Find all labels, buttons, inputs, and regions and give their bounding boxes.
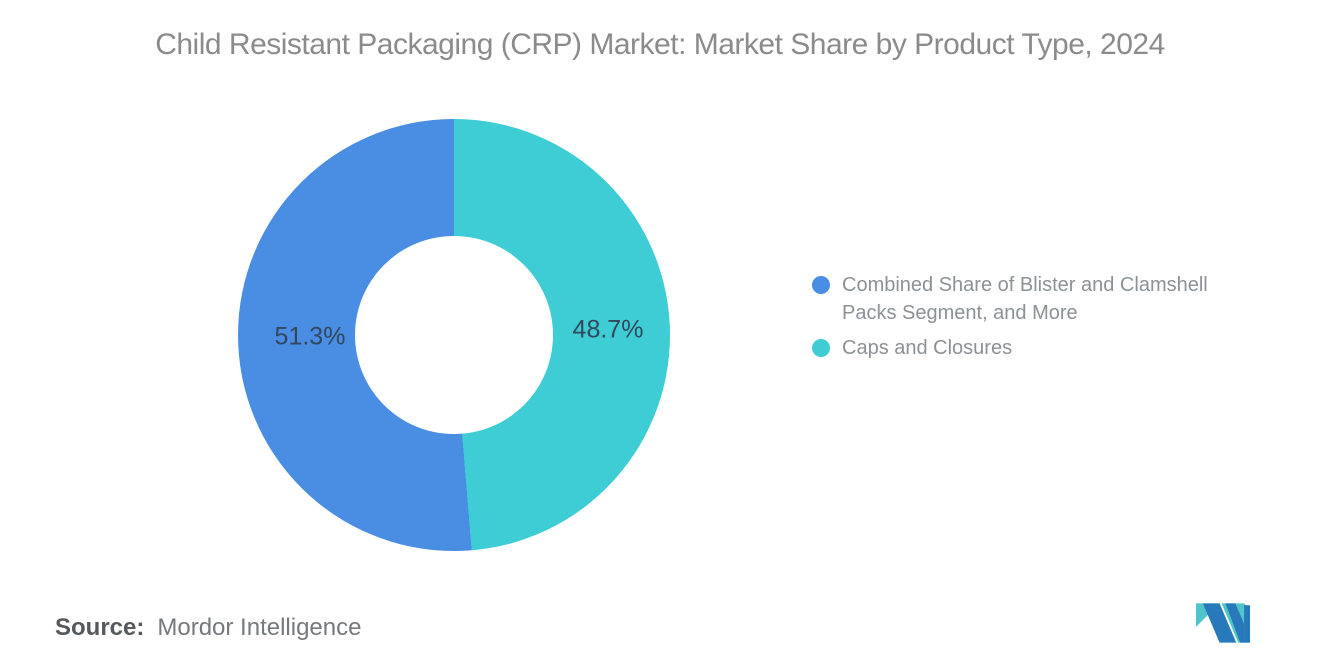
chart-title: Child Resistant Packaging (CRP) Market: … (155, 28, 1165, 61)
legend: Combined Share of Blister and Clamshell … (812, 271, 1264, 362)
slice-label-blister-clamshell: 51.3% (274, 322, 346, 351)
legend-label: Combined Share of Blister and Clamshell … (842, 274, 1208, 324)
source-label: Source: (55, 614, 145, 641)
mordor-intelligence-logo-icon (1195, 603, 1251, 643)
donut-hole (355, 236, 553, 434)
slice-label-caps-closures: 48.7% (572, 315, 644, 344)
legend-dot-blue-icon (812, 276, 830, 294)
legend-label: Caps and Closures (842, 337, 1013, 359)
source-row: Source: Mordor Intelligence (55, 614, 361, 642)
source-value: Mordor Intelligence (157, 614, 362, 641)
legend-item-caps-closures: Caps and Closures (812, 334, 1264, 362)
donut-chart: 51.3% 48.7% (238, 119, 670, 551)
legend-dot-teal-icon (812, 339, 830, 357)
legend-item-blister-clamshell: Combined Share of Blister and Clamshell … (812, 271, 1264, 327)
